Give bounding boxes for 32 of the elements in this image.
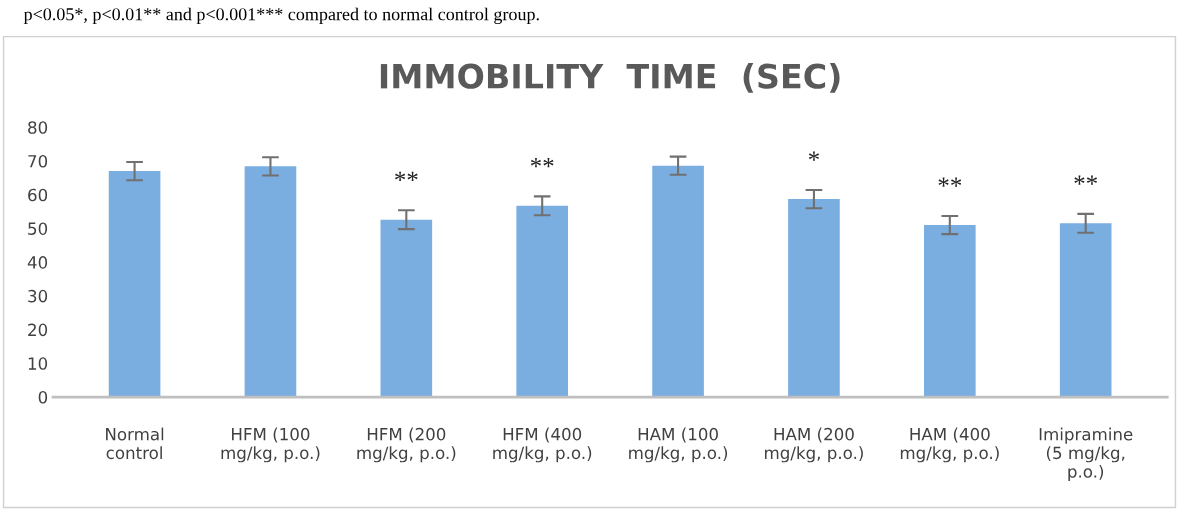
bar — [380, 219, 433, 398]
y-tick-label: 70 — [28, 154, 48, 168]
bar — [652, 165, 704, 398]
x-tick-label: HFM (100 mg/kg, p.o.) — [221, 427, 320, 463]
bar — [788, 199, 840, 398]
chart-title: IMMOBILITY TIME (SEC) — [380, 63, 840, 93]
y-tick-label: 80 — [28, 121, 48, 134]
x-tick-label: HFM (400 mg/kg, p.o.) — [493, 427, 592, 463]
y-tick-label: 10 — [28, 357, 48, 370]
y-tick-label: 20 — [28, 323, 48, 337]
data-label: * — [808, 151, 819, 161]
bar — [924, 225, 976, 398]
data-label: ** — [938, 177, 962, 187]
bar — [1059, 223, 1112, 398]
data-label: ** — [395, 171, 418, 182]
y-tick-label: 30 — [28, 289, 48, 303]
bar — [108, 171, 161, 398]
y-tick-label: 50 — [28, 222, 48, 235]
text: p<0.05*, p<0.01** and p<0.001*** compared to normal control group. — [23, 7, 539, 25]
x-tick-label: HAM (200 mg/kg, p.o.) — [765, 427, 863, 463]
data-label: ** — [530, 158, 554, 168]
bar — [516, 205, 569, 398]
y-tick-label: 60 — [28, 188, 48, 202]
x-tick-label: Normal control — [106, 427, 164, 460]
data-label: ** — [1074, 175, 1097, 185]
bar — [244, 166, 297, 398]
x-tick-label: HAM (100 mg/kg, p.o.) — [629, 427, 728, 463]
x-tick-label: HAM (400 mg/kg, p.o.) — [900, 427, 999, 463]
y-tick-label: 0 — [38, 390, 48, 404]
x-tick-label: Imipramine (5 mg/kg, p.o.) — [1039, 427, 1133, 482]
x-tick-label: HFM (200 mg/kg, p.o.) — [357, 427, 456, 463]
y-tick-label: 40 — [27, 256, 48, 269]
